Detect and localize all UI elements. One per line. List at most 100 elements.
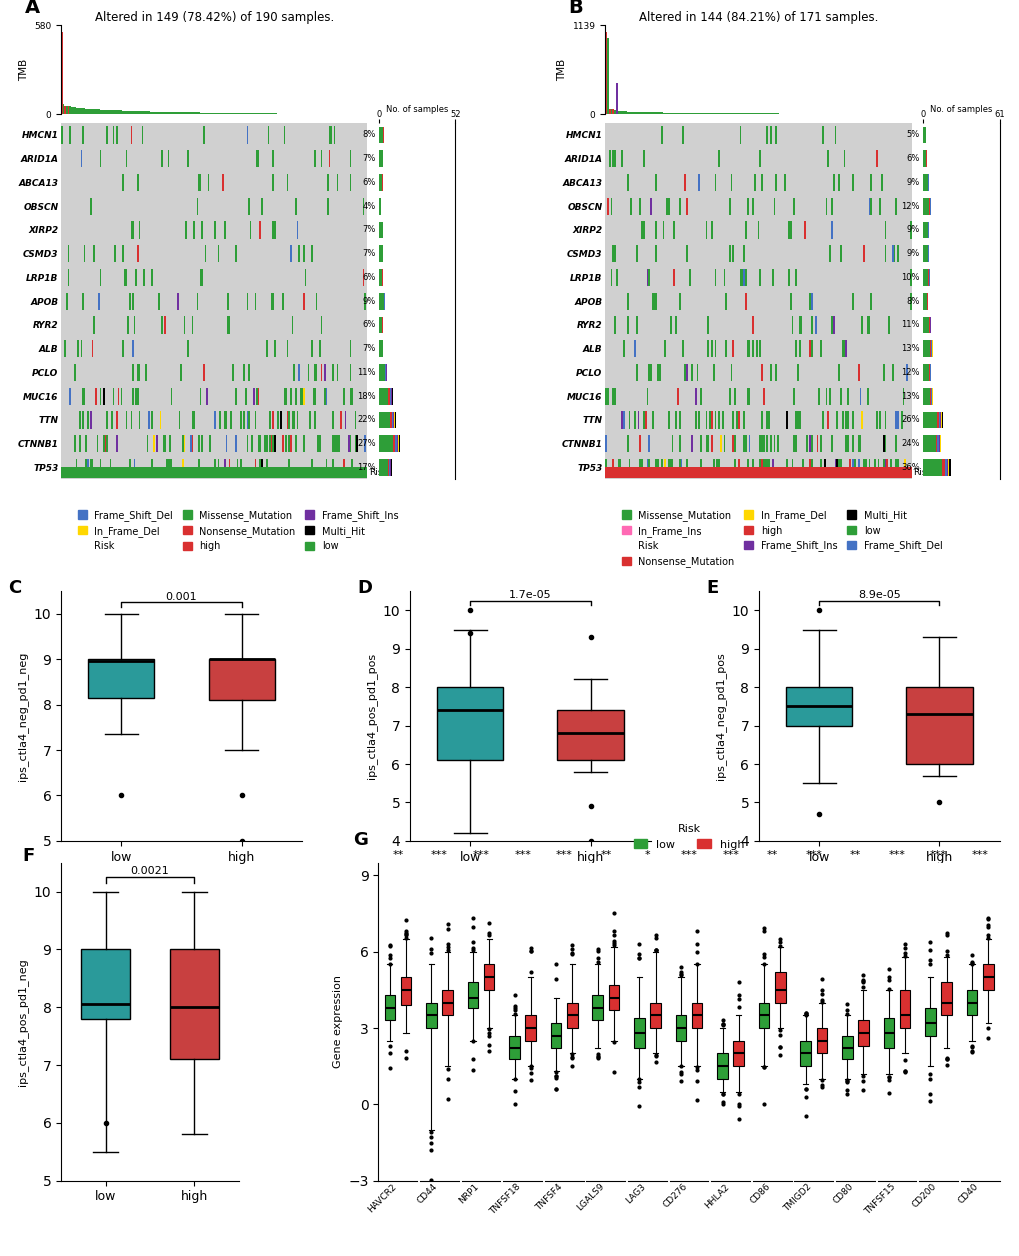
Bar [883, 412, 886, 428]
Bar [869, 467, 871, 479]
Bar [646, 458, 648, 476]
Bar [767, 458, 769, 476]
Bar [239, 412, 242, 428]
Bar [333, 127, 335, 143]
Bar [139, 467, 140, 479]
Bar [248, 197, 250, 215]
Bar [336, 467, 338, 479]
Bar [269, 412, 270, 428]
Bar [86, 435, 87, 452]
Bar [244, 412, 245, 428]
Bar [604, 458, 606, 476]
Bar [798, 467, 800, 479]
Bar [898, 467, 900, 479]
Bar [144, 269, 145, 286]
Bar [336, 364, 338, 381]
Bar [703, 113, 705, 114]
Bar [203, 127, 205, 143]
Bar [692, 113, 694, 114]
Bar [203, 364, 205, 381]
Bar [172, 467, 174, 479]
Bar [610, 109, 611, 114]
Bar [87, 412, 89, 428]
Bar [208, 467, 209, 479]
Bar [651, 112, 653, 114]
Bar [216, 113, 217, 114]
Bar [691, 113, 692, 114]
Bar [120, 388, 122, 404]
Bar [362, 467, 364, 479]
Bar [285, 388, 286, 404]
Bar [902, 467, 904, 479]
Bar [261, 467, 263, 479]
Bar [677, 388, 678, 404]
Bar [378, 127, 383, 143]
Bar [824, 467, 826, 479]
Bar [233, 467, 235, 479]
Bar [311, 340, 313, 357]
Bar [122, 173, 124, 191]
Bar [767, 467, 769, 479]
Bar [606, 197, 608, 215]
Bar [852, 435, 853, 452]
Bar [656, 113, 658, 114]
Bar [151, 467, 153, 479]
Bar [671, 458, 673, 476]
Bar [895, 412, 897, 428]
Bar [175, 112, 177, 114]
Bar [642, 467, 644, 479]
Title: Altered in 144 (84.21%) of 171 samples.: Altered in 144 (84.21%) of 171 samples. [638, 11, 877, 24]
Bar [192, 435, 194, 452]
Bar [641, 458, 642, 476]
Bar [830, 221, 832, 239]
Bar [247, 467, 248, 479]
Bar [830, 197, 832, 215]
Bar [715, 458, 717, 476]
Bar [277, 412, 278, 428]
Bar [944, 460, 946, 476]
Bar [183, 317, 185, 334]
Bar [653, 112, 655, 114]
Bar [843, 340, 845, 357]
Bar [725, 467, 727, 479]
Bar [186, 112, 189, 114]
Bar [746, 388, 748, 404]
Bar [155, 112, 156, 114]
Bar [625, 467, 627, 479]
Bar [743, 269, 744, 286]
PathPatch shape [650, 1002, 660, 1027]
Bar [753, 467, 755, 479]
Bar [782, 467, 784, 479]
Bar [286, 467, 288, 479]
Bar [836, 458, 838, 476]
Bar [94, 245, 95, 263]
Bar [655, 245, 656, 263]
Bar [615, 467, 618, 479]
Bar [673, 113, 675, 114]
Bar [201, 435, 203, 452]
Bar [623, 112, 625, 114]
Bar [336, 173, 338, 191]
Bar [83, 467, 84, 479]
Bar [839, 388, 841, 404]
Text: 13%: 13% [901, 344, 919, 353]
Text: 7%: 7% [362, 344, 375, 353]
Bar [717, 458, 719, 476]
Bar [378, 221, 382, 239]
Bar [192, 412, 194, 428]
Bar [333, 435, 335, 452]
Bar [364, 435, 366, 452]
Bar [105, 435, 106, 452]
Bar [646, 112, 648, 114]
Bar [356, 435, 358, 452]
Bar [84, 245, 86, 263]
Bar [730, 364, 732, 381]
Bar [800, 467, 802, 479]
Bar [662, 113, 663, 114]
Bar [90, 412, 92, 428]
Bar [144, 467, 145, 479]
Bar [74, 467, 75, 479]
Bar [206, 467, 208, 479]
Bar [883, 221, 886, 239]
Bar [712, 364, 714, 381]
